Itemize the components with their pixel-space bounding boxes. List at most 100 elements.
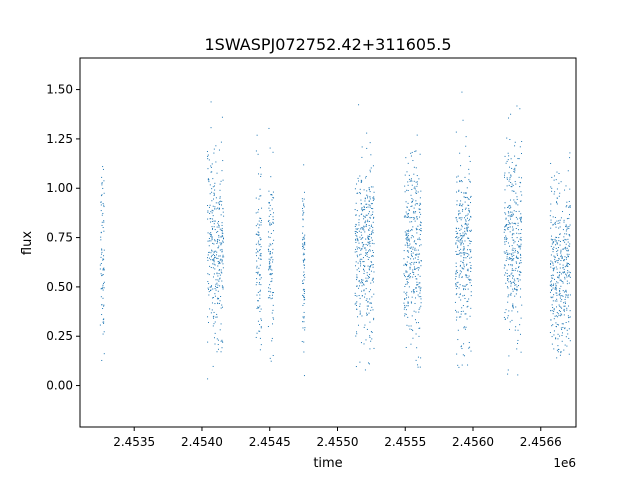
data-point bbox=[367, 236, 369, 238]
data-point bbox=[258, 307, 260, 309]
data-point bbox=[566, 309, 568, 311]
data-point bbox=[373, 271, 375, 273]
data-point bbox=[509, 328, 511, 330]
data-point bbox=[461, 364, 463, 366]
data-point bbox=[516, 278, 518, 280]
data-point bbox=[269, 267, 271, 269]
data-point bbox=[552, 324, 554, 326]
data-point bbox=[556, 300, 558, 302]
data-point bbox=[556, 188, 558, 190]
data-point bbox=[256, 260, 258, 262]
data-point bbox=[372, 278, 374, 280]
data-point bbox=[214, 256, 216, 258]
data-point bbox=[207, 259, 209, 261]
data-point bbox=[420, 305, 422, 307]
data-point bbox=[369, 249, 371, 251]
data-point bbox=[258, 227, 260, 229]
data-point bbox=[365, 299, 367, 301]
data-point bbox=[354, 292, 356, 294]
data-point bbox=[508, 355, 510, 357]
data-point bbox=[416, 281, 418, 283]
data-point bbox=[517, 374, 519, 376]
data-point bbox=[418, 286, 420, 288]
data-point bbox=[367, 238, 369, 240]
data-point bbox=[359, 188, 361, 190]
data-point bbox=[369, 227, 371, 229]
data-point bbox=[270, 281, 272, 283]
data-point bbox=[361, 180, 363, 182]
data-point bbox=[515, 183, 517, 185]
data-point bbox=[552, 277, 554, 279]
data-point bbox=[364, 254, 366, 256]
data-point bbox=[564, 327, 566, 329]
data-point bbox=[511, 254, 513, 256]
data-point bbox=[260, 221, 262, 223]
data-point bbox=[271, 256, 273, 258]
data-point bbox=[557, 262, 559, 264]
data-point bbox=[213, 273, 215, 275]
data-point bbox=[217, 230, 219, 232]
data-point bbox=[509, 216, 511, 218]
data-point bbox=[103, 322, 105, 324]
data-point bbox=[517, 252, 519, 254]
data-point bbox=[260, 255, 262, 257]
data-point bbox=[466, 214, 468, 216]
data-point bbox=[515, 216, 517, 218]
data-points bbox=[99, 91, 571, 380]
data-point bbox=[555, 288, 557, 290]
data-point bbox=[459, 181, 461, 183]
data-point bbox=[416, 347, 418, 349]
data-point bbox=[517, 342, 519, 344]
data-point bbox=[521, 177, 523, 179]
data-point bbox=[560, 285, 562, 287]
data-point bbox=[459, 233, 461, 235]
data-point bbox=[557, 249, 559, 251]
data-point bbox=[409, 247, 411, 249]
data-point bbox=[407, 302, 409, 304]
data-point bbox=[558, 237, 560, 239]
data-point bbox=[567, 170, 569, 172]
data-point bbox=[463, 289, 465, 291]
data-point bbox=[456, 316, 458, 318]
data-point bbox=[99, 264, 101, 266]
data-point bbox=[258, 330, 260, 332]
data-point bbox=[556, 250, 558, 252]
data-point bbox=[413, 207, 415, 209]
data-point bbox=[407, 216, 409, 218]
data-point bbox=[370, 261, 372, 263]
data-point bbox=[468, 198, 470, 200]
data-point bbox=[416, 228, 418, 230]
data-point bbox=[563, 349, 565, 351]
data-point bbox=[220, 243, 222, 245]
data-point bbox=[458, 227, 460, 229]
data-point bbox=[470, 295, 472, 297]
data-point bbox=[368, 204, 370, 206]
data-point bbox=[569, 245, 571, 247]
data-point bbox=[212, 259, 214, 261]
data-point bbox=[563, 291, 565, 293]
data-point bbox=[567, 255, 569, 257]
data-point bbox=[101, 251, 103, 253]
data-point bbox=[371, 331, 373, 333]
data-point bbox=[217, 247, 219, 249]
data-point bbox=[518, 158, 520, 160]
data-point bbox=[462, 234, 464, 236]
data-point bbox=[505, 225, 507, 227]
data-point bbox=[406, 278, 408, 280]
data-point bbox=[515, 250, 517, 252]
data-point bbox=[461, 181, 463, 183]
data-point bbox=[554, 300, 556, 302]
data-point bbox=[256, 248, 258, 250]
data-point bbox=[210, 211, 212, 213]
data-point bbox=[269, 147, 271, 149]
data-point bbox=[412, 246, 414, 248]
data-point bbox=[465, 252, 467, 254]
data-point bbox=[364, 324, 366, 326]
data-point bbox=[562, 229, 564, 231]
data-point bbox=[364, 265, 366, 267]
data-point bbox=[511, 249, 513, 251]
data-point bbox=[268, 202, 270, 204]
data-point bbox=[373, 196, 375, 198]
data-point bbox=[559, 267, 561, 269]
data-point bbox=[406, 216, 408, 218]
